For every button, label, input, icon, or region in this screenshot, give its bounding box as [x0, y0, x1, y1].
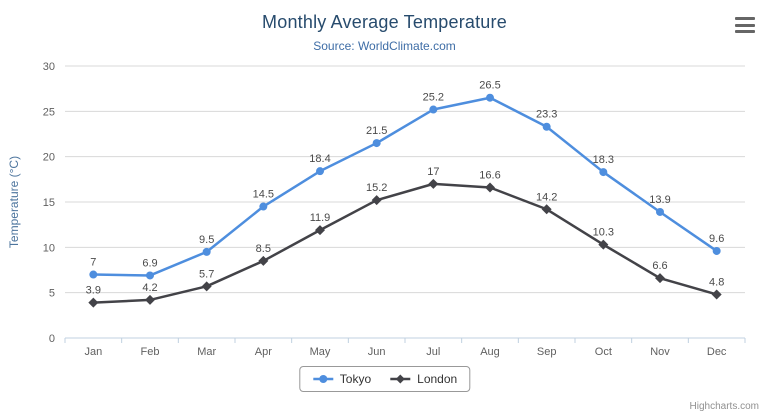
london-point-marker[interactable] — [485, 182, 495, 193]
london-data-label: 5.7 — [199, 268, 214, 280]
tokyo-point-marker[interactable] — [599, 168, 608, 177]
tokyo-point-marker[interactable] — [429, 105, 438, 114]
hamburger-line — [735, 17, 755, 20]
tokyo-data-label: 9.6 — [709, 233, 724, 245]
y-axis-tick-label: 10 — [43, 242, 55, 254]
london-data-label: 4.2 — [142, 282, 157, 294]
x-axis-category-label: Dec — [707, 346, 727, 358]
london-point-marker[interactable] — [655, 273, 665, 284]
tokyo-series-line[interactable] — [93, 96, 718, 277]
legend: Tokyo London — [298, 366, 471, 392]
tokyo-data-label: 26.5 — [479, 80, 500, 92]
london-point-marker[interactable] — [711, 289, 722, 300]
x-axis-category-label: Aug — [480, 346, 500, 358]
x-axis-category-label: Oct — [595, 346, 612, 358]
london-legend-marker-icon — [390, 374, 411, 384]
x-axis-category-label: Feb — [141, 346, 160, 358]
tokyo-point-marker[interactable] — [259, 202, 268, 211]
legend-label-tokyo: Tokyo — [339, 372, 372, 386]
london-point-marker[interactable] — [541, 204, 552, 215]
x-axis-category-label: Jul — [426, 346, 440, 358]
x-axis-category-label: Apr — [255, 346, 272, 358]
london-point-marker[interactable] — [315, 225, 325, 236]
london-data-label: 10.3 — [593, 227, 614, 239]
y-axis-tick-label: 5 — [49, 288, 55, 300]
london-point-marker[interactable] — [201, 281, 212, 292]
tokyo-data-label: 6.9 — [142, 257, 157, 269]
london-point-marker[interactable] — [145, 294, 155, 305]
tokyo-point-marker[interactable] — [146, 271, 154, 280]
legend-marker-symbol — [395, 374, 405, 384]
tokyo-point-marker[interactable] — [202, 247, 211, 256]
london-series-line[interactable] — [93, 182, 718, 304]
london-data-label: 17 — [427, 166, 439, 178]
highcharts-credits-link[interactable]: Highcharts.com — [689, 401, 759, 412]
london-data-label: 15.2 — [366, 182, 387, 194]
london-point-marker[interactable] — [598, 239, 609, 250]
london-data-label: 8.5 — [256, 243, 271, 255]
tokyo-data-label: 14.5 — [253, 189, 274, 201]
london-point-marker[interactable] — [371, 195, 382, 206]
chart-title: Monthly Average Temperature — [262, 12, 507, 32]
hamburger-line — [735, 30, 755, 33]
hamburger-icon[interactable] — [733, 15, 757, 35]
tokyo-legend-marker-icon — [312, 375, 333, 383]
tokyo-data-label: 25.2 — [423, 92, 444, 104]
x-axis-category-label: Jan — [84, 346, 102, 358]
tokyo-point-marker[interactable] — [542, 122, 551, 131]
x-axis-category-label: Nov — [650, 346, 670, 358]
tokyo-data-label: 21.5 — [366, 125, 387, 137]
tokyo-point-marker[interactable] — [486, 93, 494, 102]
x-axis-category-label: Mar — [197, 346, 216, 358]
x-axis-category-label: Jun — [368, 346, 386, 358]
london-point-marker[interactable] — [428, 178, 439, 189]
legend-marker-symbol — [318, 375, 327, 383]
y-axis-tick-label: 20 — [43, 152, 55, 164]
tokyo-data-label: 13.9 — [649, 194, 670, 206]
tokyo-data-label: 23.3 — [536, 109, 557, 121]
legend-item-tokyo[interactable]: Tokyo — [312, 372, 371, 386]
tokyo-point-marker[interactable] — [316, 167, 324, 176]
y-axis-tick-label: 15 — [43, 197, 55, 209]
london-data-label: 16.6 — [479, 169, 500, 181]
london-data-label: 4.8 — [709, 276, 724, 288]
x-axis-category-label: Sep — [537, 346, 557, 358]
london-data-label: 6.6 — [652, 260, 667, 272]
chart-subtitle: Source: WorldClimate.com — [313, 39, 456, 53]
y-axis-tick-label: 30 — [43, 61, 55, 73]
y-axis-tick-label: 0 — [49, 333, 55, 345]
tokyo-point-marker[interactable] — [712, 246, 721, 255]
london-data-label: 3.9 — [86, 285, 101, 297]
tokyo-data-label: 9.5 — [199, 234, 214, 246]
tokyo-data-label: 7 — [90, 257, 96, 269]
y-axis-tick-label: 25 — [43, 106, 55, 118]
legend-item-london[interactable]: London — [389, 372, 457, 386]
y-axis-title: Temperature (°C) — [7, 156, 21, 248]
tokyo-point-marker[interactable] — [656, 207, 664, 216]
x-axis-category-label: May — [310, 346, 331, 358]
tokyo-data-label: 18.3 — [593, 154, 614, 166]
tokyo-point-marker[interactable] — [372, 139, 381, 148]
tokyo-point-marker[interactable] — [89, 270, 98, 279]
tokyo-data-label: 18.4 — [309, 153, 330, 165]
legend-label-london: London — [417, 372, 458, 386]
london-point-marker[interactable] — [258, 255, 269, 266]
london-point-marker[interactable] — [88, 297, 99, 308]
london-data-label: 14.2 — [536, 191, 557, 203]
london-data-label: 11.9 — [310, 212, 331, 224]
hamburger-line — [735, 23, 755, 27]
